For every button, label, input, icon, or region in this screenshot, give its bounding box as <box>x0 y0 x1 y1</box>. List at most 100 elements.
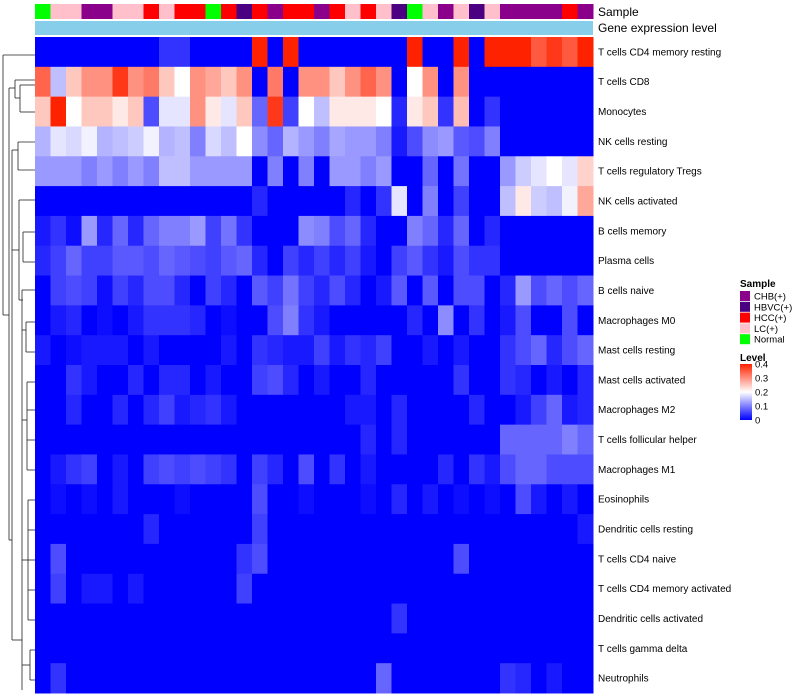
heatmap-cell <box>329 96 346 127</box>
heatmap-cell <box>236 156 253 187</box>
heatmap-cell <box>143 215 160 247</box>
heatmap-cell <box>438 663 454 694</box>
heatmap-cell <box>267 126 284 157</box>
heatmap-cell <box>252 394 268 426</box>
heatmap-cell <box>577 37 594 68</box>
heatmap-cell <box>35 156 51 187</box>
heatmap-cell <box>50 335 67 366</box>
heatmap-cell <box>422 335 439 366</box>
heatmap-cell <box>562 126 578 157</box>
heatmap-cell <box>50 66 67 98</box>
heatmap-cell <box>546 365 563 396</box>
sample-legend-label: HCC(+) <box>754 313 786 324</box>
heatmap-cell <box>360 663 377 694</box>
heatmap-cell <box>577 96 594 127</box>
heatmap-cell <box>500 245 516 277</box>
heatmap-cell <box>159 245 175 277</box>
heatmap-cell <box>515 365 532 396</box>
heatmap-cell <box>345 215 361 247</box>
heatmap-cell <box>97 126 113 157</box>
heatmap-cell <box>298 156 315 187</box>
heatmap-cell <box>531 335 547 366</box>
heatmap-cell <box>97 305 113 336</box>
heatmap-cell <box>438 96 454 127</box>
heatmap-cell <box>329 37 346 68</box>
heatmap-cell <box>391 424 408 455</box>
sample-annotation-cell <box>329 4 346 19</box>
level-color-bar <box>740 364 752 420</box>
heatmap-cell <box>97 454 113 485</box>
heatmap-cell <box>298 394 315 426</box>
heatmap-cell <box>159 424 175 455</box>
heatmap-cell <box>453 484 470 515</box>
row-label: T cells CD8 <box>598 77 650 88</box>
sample-annotation-cell <box>438 4 454 19</box>
heatmap-cell <box>283 126 299 157</box>
heatmap-cell <box>500 275 516 306</box>
heatmap-cell <box>283 603 299 634</box>
heatmap-cell <box>252 543 268 575</box>
heatmap-cell <box>159 96 175 127</box>
heatmap-cell <box>531 603 547 634</box>
heatmap-cell <box>453 335 470 366</box>
heatmap-cell <box>205 156 222 187</box>
heatmap-cell <box>422 633 439 664</box>
heatmap-cell <box>221 603 237 634</box>
heatmap-cell <box>81 633 98 664</box>
heatmap-cell <box>174 394 191 426</box>
heatmap-cell <box>314 365 330 396</box>
heatmap-cell <box>360 365 377 396</box>
heatmap-cell <box>221 186 237 217</box>
heatmap-cell <box>469 305 485 336</box>
heatmap-cell <box>345 484 361 515</box>
heatmap-cell <box>205 126 222 157</box>
heatmap-cell <box>422 424 439 455</box>
heatmap-cell <box>500 424 516 455</box>
row-label: NK cells resting <box>598 137 667 148</box>
heatmap-cell <box>546 484 563 515</box>
heatmap-cell <box>391 66 408 98</box>
heatmap-cell <box>221 543 237 575</box>
heatmap-cell <box>407 484 423 515</box>
heatmap-cell <box>267 66 284 98</box>
heatmap-cell <box>453 603 470 634</box>
heatmap-cell <box>50 215 67 247</box>
heatmap-cell <box>360 514 377 545</box>
heatmap-cell <box>469 454 485 485</box>
row-label: Plasma cells <box>598 256 654 267</box>
heatmap-cell <box>283 275 299 306</box>
heatmap-cell <box>298 186 315 217</box>
heatmap-cell <box>128 37 144 68</box>
heatmap-cell <box>407 215 423 247</box>
heatmap-cell <box>97 424 113 455</box>
heatmap-cell <box>81 305 98 336</box>
heatmap-cell <box>159 514 175 545</box>
heatmap-cell <box>128 514 144 545</box>
heatmap-cell <box>360 603 377 634</box>
heatmap-cell <box>81 335 98 366</box>
heatmap-cell <box>35 37 51 68</box>
heatmap-cell <box>236 484 253 515</box>
heatmap-cell <box>81 484 98 515</box>
heatmap-cell <box>469 573 485 605</box>
heatmap-cell <box>143 66 160 98</box>
heatmap-cell <box>360 186 377 217</box>
heatmap-cell <box>438 126 454 157</box>
sample-annotation-cell <box>577 4 594 19</box>
heatmap-cell <box>453 633 470 664</box>
heatmap-cell <box>453 215 470 247</box>
sample-legend: Sample CHB(+)HBVC(+)HCC(+)LC(+)Normal <box>740 279 792 346</box>
heatmap-cell <box>376 603 392 634</box>
heatmap-cell <box>484 543 501 575</box>
heatmap-cell <box>143 96 160 127</box>
heatmap-cell <box>577 215 594 247</box>
heatmap-cell <box>112 394 129 426</box>
heatmap-cell <box>252 156 268 187</box>
heatmap-cell <box>221 245 237 277</box>
sample-annotation-cell <box>484 4 501 19</box>
heatmap-cell <box>422 96 439 127</box>
heatmap-cell <box>391 663 408 694</box>
heatmap-cell <box>159 454 175 485</box>
heatmap-cell <box>174 484 191 515</box>
heatmap-cell <box>329 424 346 455</box>
